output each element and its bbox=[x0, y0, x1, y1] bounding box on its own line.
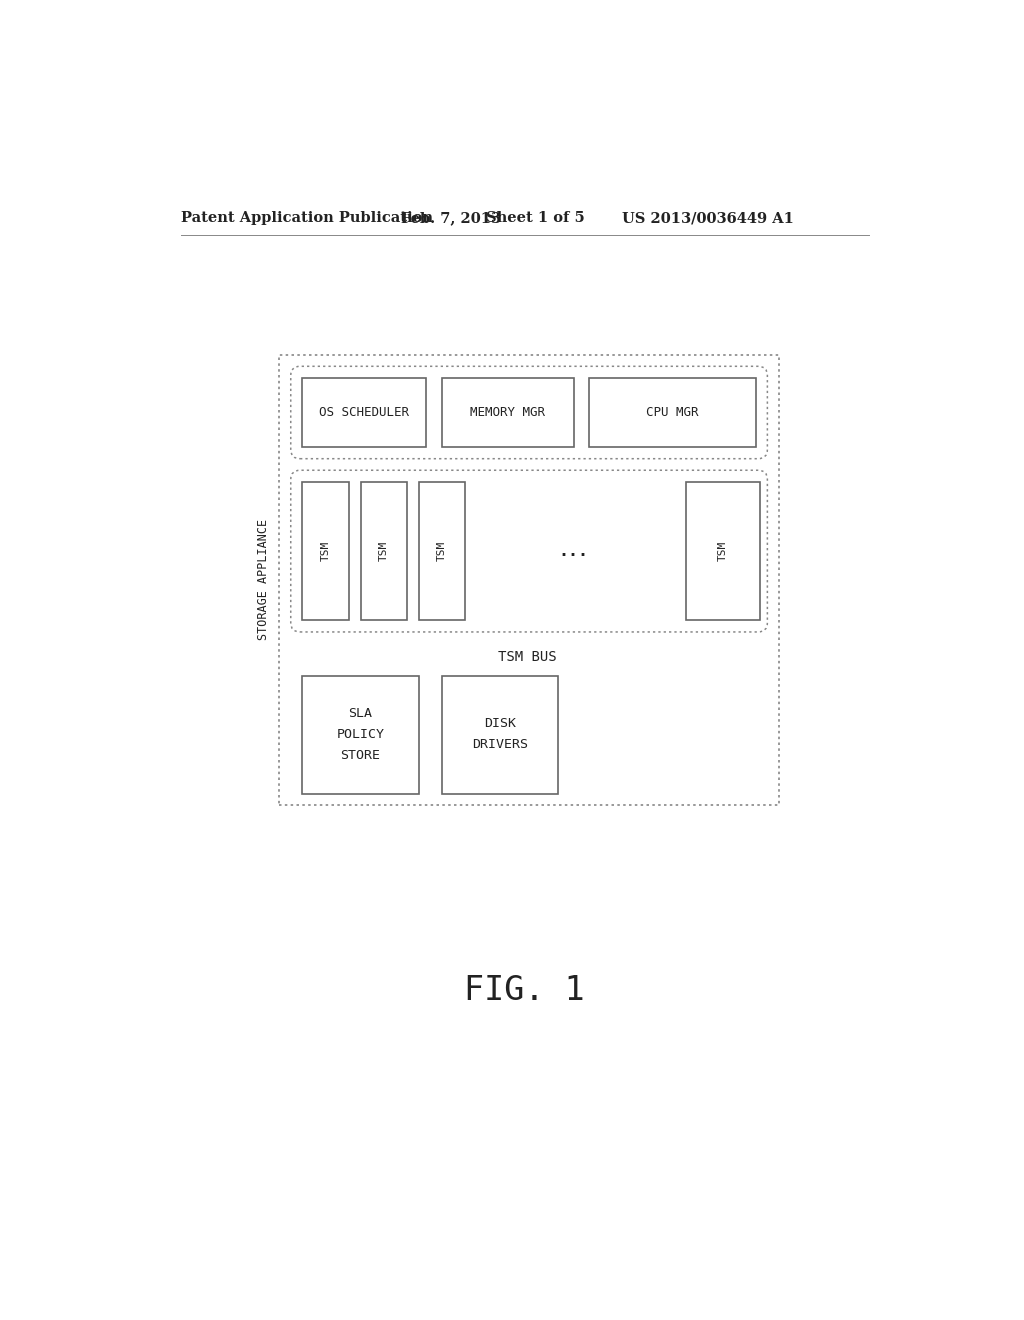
Text: MEMORY MGR: MEMORY MGR bbox=[470, 407, 545, 418]
Text: TSM: TSM bbox=[379, 541, 389, 561]
Text: TSM BUS: TSM BUS bbox=[498, 649, 556, 664]
Text: Sheet 1 of 5: Sheet 1 of 5 bbox=[486, 211, 585, 226]
Text: FIG. 1: FIG. 1 bbox=[465, 974, 585, 1006]
Text: Patent Application Publication: Patent Application Publication bbox=[180, 211, 433, 226]
Text: SLA
POLICY
STORE: SLA POLICY STORE bbox=[337, 708, 384, 762]
Text: OS SCHEDULER: OS SCHEDULER bbox=[319, 407, 410, 418]
Text: Feb. 7, 2013: Feb. 7, 2013 bbox=[400, 211, 501, 226]
Text: ...: ... bbox=[559, 543, 589, 560]
Text: TSM: TSM bbox=[437, 541, 446, 561]
Text: TSM: TSM bbox=[718, 541, 727, 561]
Text: TSM: TSM bbox=[321, 541, 331, 561]
Text: CPU MGR: CPU MGR bbox=[646, 407, 698, 418]
Text: STORAGE APPLIANCE: STORAGE APPLIANCE bbox=[257, 519, 270, 640]
Text: DISK
DRIVERS: DISK DRIVERS bbox=[472, 717, 528, 751]
Text: US 2013/0036449 A1: US 2013/0036449 A1 bbox=[622, 211, 794, 226]
